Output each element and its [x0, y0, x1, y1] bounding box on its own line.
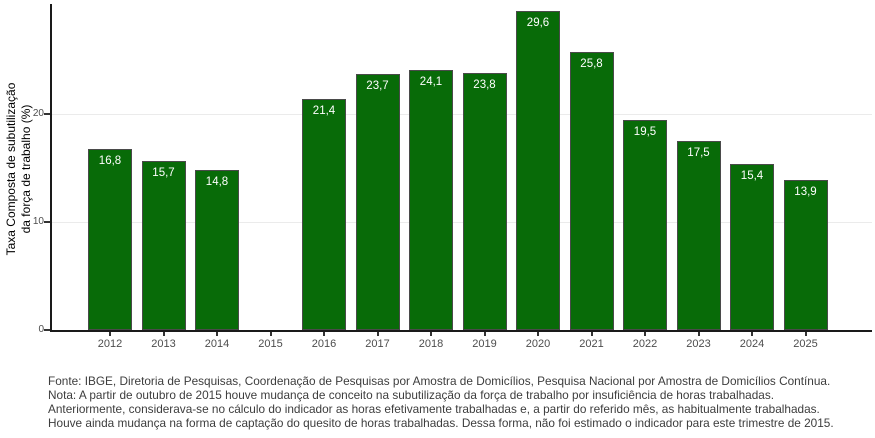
plot-area: 16,8 15,7 14,8 21,4 23,7 24,1 23,8 29,6 25,8 19,5…	[52, 0, 872, 332]
bar-value-label-2019: 23,8	[473, 79, 496, 92]
y-axis-tick-10	[44, 221, 50, 224]
bar-2022	[623, 119, 667, 330]
x-axis-label-2025: 2025	[793, 338, 818, 350]
bar-value-label-2012: 16,8	[98, 154, 122, 167]
x-axis-tick-2021	[590, 332, 593, 336]
bar-2014	[195, 170, 239, 330]
y-axis-title-line-2: da força de trabalho (%)	[19, 104, 33, 234]
x-axis-label-2023: 2023	[686, 338, 711, 350]
bar-value-label-2013: 15,7	[152, 166, 175, 179]
bar-value-label-2024: 15,4	[740, 169, 764, 182]
x-axis-tick-2019	[483, 332, 486, 336]
x-axis-tick-2023	[697, 332, 700, 336]
bar-2021	[569, 51, 614, 330]
bar-value-label-2014: 14,8	[205, 176, 229, 189]
x-axis-tick-2018	[430, 332, 432, 336]
bar-2012	[88, 148, 132, 330]
bar-value-label-2017: 23,7	[366, 80, 389, 93]
bar-2013	[141, 160, 186, 330]
x-axis-tick-2020	[537, 332, 539, 336]
bar-value-label-2022: 19,5	[633, 125, 657, 138]
bar-2017	[355, 74, 400, 330]
x-axis-label-2012: 2012	[97, 338, 123, 350]
bar-value-label-2018: 24,1	[419, 76, 443, 89]
x-axis-label-2022: 2022	[632, 338, 658, 350]
x-axis-tick-2015	[269, 332, 272, 336]
x-axis-tick-2022	[644, 332, 646, 336]
x-axis-tick-2014	[216, 332, 218, 336]
y-axis-tick-label-20: 20	[32, 108, 44, 120]
x-axis-tick-2013	[162, 332, 165, 336]
bar-2018	[409, 70, 453, 330]
y-axis-tick-0	[44, 329, 50, 331]
x-axis-label-2014: 2014	[204, 338, 230, 350]
x-axis-tick-2024	[751, 332, 753, 336]
bar-2023	[676, 141, 721, 330]
y-axis-title: Taxa Composta de subutilização da força …	[4, 44, 38, 294]
bar-value-label-2020: 29,6	[526, 16, 550, 29]
y-axis-tick-20	[44, 113, 50, 116]
x-axis-label-2024: 2024	[739, 338, 765, 350]
bar-2020	[516, 10, 560, 330]
x-axis-line	[50, 330, 872, 332]
x-axis-label-2019: 2019	[472, 338, 497, 350]
x-axis-label-2020: 2020	[525, 338, 551, 350]
footnote-note-line-2: Anteriormente, considerava-se no cálculo…	[48, 401, 820, 416]
bar-2019	[462, 73, 507, 330]
bar-value-label-2016: 21,4	[312, 105, 336, 118]
bar-2016	[302, 99, 346, 330]
footnote-note-line-3: Houve ainda mudança na forma de captação…	[48, 415, 834, 430]
x-axis-tick-2012	[109, 332, 111, 336]
x-axis-label-2018: 2018	[418, 338, 444, 350]
y-axis-title-line-1: Taxa Composta de subutilização	[4, 82, 18, 256]
x-axis-label-2013: 2013	[151, 338, 176, 350]
footnote-note-line-1: Nota: A partir de outubro de 2015 houve …	[48, 387, 774, 402]
x-axis-label-2015: 2015	[258, 338, 283, 350]
y-axis-line	[50, 4, 52, 332]
gridline-y-20	[52, 113, 872, 115]
bar-value-label-2023: 17,5	[687, 147, 710, 160]
bar-value-label-2025: 13,9	[794, 186, 817, 199]
x-axis-tick-2025	[804, 332, 807, 336]
x-axis-label-2016: 2016	[311, 338, 337, 350]
gridline-y-10	[52, 221, 872, 223]
x-axis-tick-2016	[323, 332, 325, 336]
bar-2025	[783, 180, 828, 330]
footnote-source-line: Fonte: IBGE, Diretoria de Pesquisas, Coo…	[48, 374, 831, 388]
y-axis-tick-label-0: 0	[38, 324, 44, 335]
x-axis-tick-2017	[376, 332, 379, 336]
x-axis-label-2021: 2021	[579, 338, 604, 350]
bar-value-label-2021: 25,8	[580, 57, 603, 70]
bar-2024	[730, 163, 774, 330]
x-axis-label-2017: 2017	[365, 338, 390, 350]
y-axis-tick-label-10: 10	[32, 216, 44, 228]
chart-footnote: Fonte: IBGE, Diretoria de Pesquisas, Coo…	[48, 374, 868, 431]
